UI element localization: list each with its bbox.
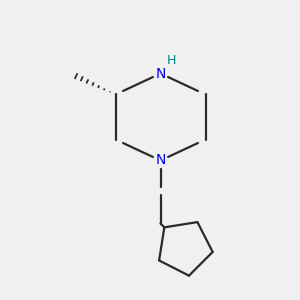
Text: N: N — [155, 154, 166, 167]
Text: H: H — [166, 53, 176, 67]
Text: N: N — [155, 67, 166, 80]
